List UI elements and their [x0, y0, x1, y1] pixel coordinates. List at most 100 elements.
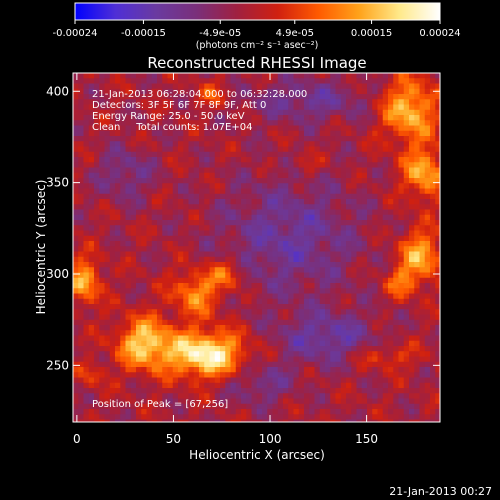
heatmap-cell: [162, 277, 168, 284]
heatmap-cell: [272, 346, 279, 352]
heatmap-cell: [367, 151, 373, 158]
heatmap-cell: [419, 398, 426, 405]
heatmap-cell: [183, 298, 189, 305]
heatmap-cell: [109, 136, 116, 142]
heatmap-cell: [335, 419, 342, 422]
heatmap-cell: [351, 267, 357, 273]
heatmap-cell: [120, 94, 126, 100]
heatmap-cell: [435, 172, 440, 179]
heatmap-cell: [335, 356, 342, 363]
heatmap-cell: [251, 262, 258, 268]
heatmap-cell: [241, 351, 247, 357]
heatmap-cell: [141, 398, 147, 405]
heatmap-cell: [172, 188, 179, 195]
heatmap-cell: [141, 382, 147, 389]
heatmap-cell: [235, 298, 242, 305]
heatmap-cell: [88, 167, 95, 174]
heatmap-cell: [414, 183, 420, 189]
heatmap-cell: [188, 78, 195, 84]
heatmap-cell: [319, 251, 326, 258]
heatmap-cell: [83, 188, 90, 195]
heatmap-cell: [115, 172, 121, 179]
heatmap-cell: [293, 298, 300, 305]
heatmap-cell: [288, 419, 294, 422]
heatmap-cell: [382, 120, 389, 126]
heatmap-cell: [430, 398, 436, 405]
heatmap-cell: [293, 288, 300, 294]
heatmap-cell: [188, 220, 195, 226]
heatmap-cell: [367, 398, 373, 405]
heatmap-cell: [293, 393, 300, 399]
heatmap-cell: [178, 73, 184, 79]
heatmap-cell: [435, 73, 440, 79]
heatmap-cell: [361, 83, 368, 90]
heatmap-cell: [414, 367, 420, 373]
heatmap-cell: [109, 109, 116, 116]
heatmap-cell: [199, 388, 205, 394]
heatmap-cell: [120, 230, 126, 237]
heatmap-cell: [178, 361, 184, 368]
heatmap-cell: [115, 183, 121, 189]
heatmap-cell: [403, 382, 410, 389]
heatmap-cell: [293, 409, 300, 415]
heatmap-cell: [293, 330, 300, 336]
heatmap-cell: [136, 193, 142, 200]
heatmap-cell: [283, 304, 289, 310]
heatmap-cell: [94, 178, 100, 184]
heatmap-cell: [104, 293, 111, 300]
heatmap-cell: [356, 325, 363, 331]
heatmap-cell: [94, 188, 100, 195]
heatmap-cell: [377, 115, 384, 121]
heatmap-cell: [409, 141, 415, 147]
heatmap-cell: [419, 167, 426, 174]
heatmap-cell: [115, 188, 121, 195]
heatmap-cell: [351, 330, 357, 336]
heatmap-cell: [361, 225, 368, 231]
heatmap-cell: [235, 251, 242, 258]
heatmap-cell: [372, 157, 378, 163]
heatmap-cell: [314, 109, 321, 116]
heatmap-cell: [419, 319, 426, 326]
heatmap-cell: [309, 172, 315, 179]
heatmap-cell: [241, 340, 247, 347]
y-tick-label: 400: [46, 84, 69, 98]
heatmap-cell: [204, 267, 210, 273]
heatmap-cell: [377, 393, 384, 399]
heatmap-cell: [435, 393, 440, 399]
heatmap-cell: [346, 403, 352, 410]
heatmap-cell: [361, 193, 368, 200]
heatmap-cell: [430, 162, 436, 168]
heatmap-cell: [361, 340, 368, 347]
heatmap-cell: [414, 136, 420, 142]
heatmap-cell: [172, 304, 179, 310]
heatmap-cell: [377, 409, 384, 415]
heatmap-cell: [256, 325, 263, 331]
heatmap-cell: [99, 367, 105, 373]
heatmap-cell: [346, 104, 352, 111]
heatmap-cell: [277, 162, 284, 168]
heatmap-cell: [151, 325, 158, 331]
heatmap-cell: [130, 398, 137, 405]
heatmap-cell: [267, 319, 273, 326]
heatmap-cell: [178, 214, 184, 221]
heatmap-cell: [220, 193, 226, 200]
heatmap-cell: [309, 115, 315, 121]
heatmap-cell: [104, 151, 111, 158]
heatmap-cell: [351, 141, 357, 147]
heatmap-cell: [167, 388, 174, 394]
heatmap-cell: [424, 325, 431, 331]
heatmap-cell: [409, 193, 415, 200]
heatmap-cell: [293, 272, 300, 279]
heatmap-cell: [403, 283, 410, 289]
heatmap-cell: [414, 330, 420, 336]
heatmap-cell: [262, 88, 268, 95]
heatmap-cell: [199, 162, 205, 168]
heatmap-cell: [199, 409, 205, 415]
heatmap-cell: [325, 356, 331, 363]
heatmap-cell: [314, 340, 321, 347]
heatmap-cell: [83, 351, 90, 357]
heatmap-cell: [340, 73, 347, 79]
heatmap-cell: [73, 419, 79, 422]
heatmap-cell: [151, 293, 158, 300]
heatmap-cell: [330, 304, 336, 310]
